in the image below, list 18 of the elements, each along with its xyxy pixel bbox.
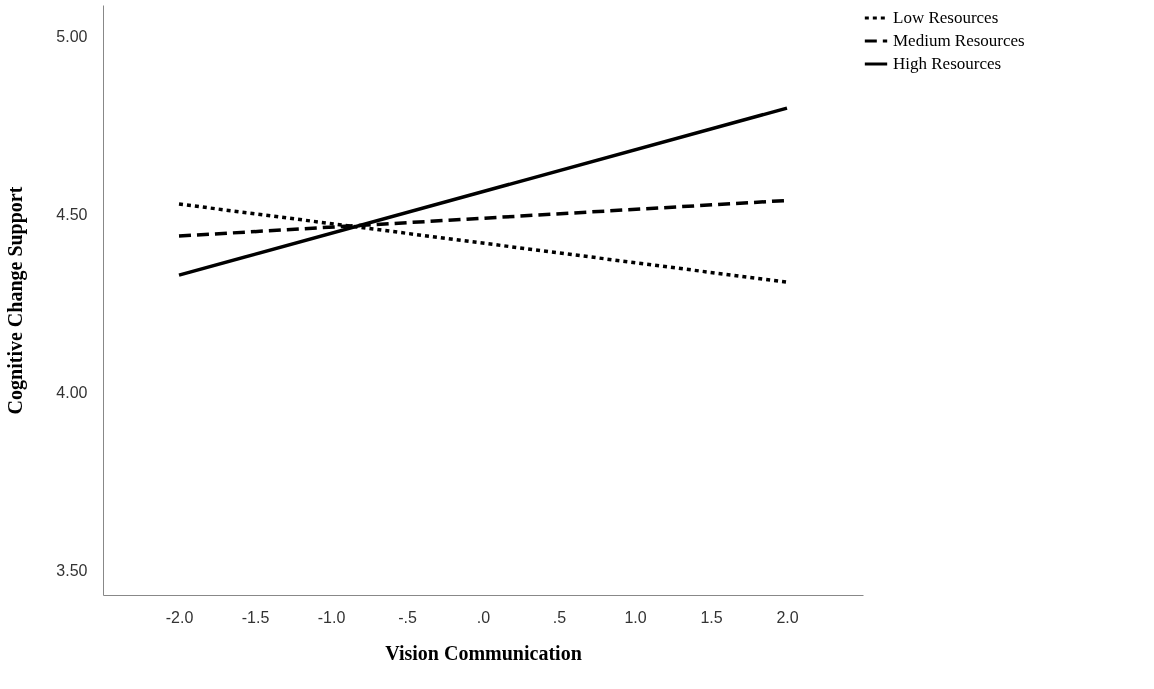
legend-label: Low Resources [893, 8, 999, 27]
x-tick-label: 2.0 [776, 608, 799, 626]
legend-label: Medium Resources [893, 31, 1025, 50]
y-tick-label: 3.50 [56, 561, 88, 579]
x-tick-label: -2.0 [165, 608, 194, 626]
y-tick-label: 4.50 [56, 206, 88, 224]
legend-label: High Resources [893, 54, 1002, 73]
y-tick-label: 4.00 [56, 383, 88, 401]
x-tick-label: -1.0 [317, 608, 346, 626]
x-axis-title: Vision Communication [385, 641, 582, 664]
x-tick-label: -1.5 [241, 608, 270, 626]
x-tick-label: 1.5 [700, 608, 723, 626]
x-tick-label: 1.0 [624, 608, 647, 626]
x-tick-label: .0 [476, 608, 491, 626]
y-tick-label: 5.00 [56, 28, 88, 46]
y-axis-title: Cognitive Change Support [4, 186, 28, 415]
x-tick-label: .5 [552, 608, 567, 626]
x-tick-label: -.5 [398, 608, 417, 626]
